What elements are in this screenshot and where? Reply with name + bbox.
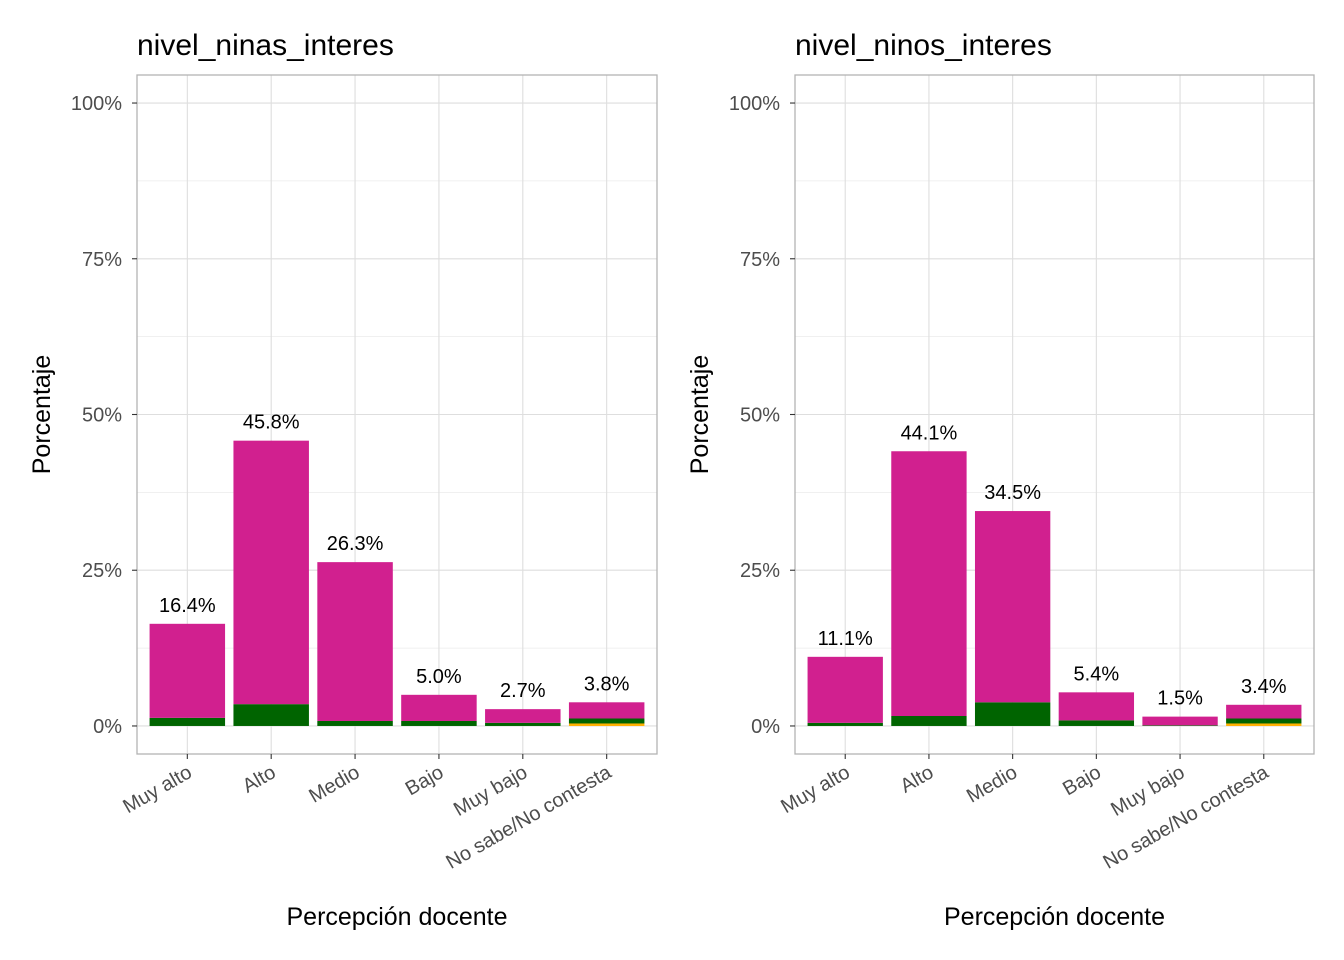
y-tick-label: 100% xyxy=(71,93,122,115)
y-tick-label: 50% xyxy=(82,405,122,427)
bar-segment xyxy=(891,451,967,717)
bar-segment xyxy=(1058,720,1135,726)
y-tick-label: 75% xyxy=(740,249,780,271)
data-label: 26.3% xyxy=(327,533,384,555)
data-label: 3.8% xyxy=(584,673,630,695)
x-tick-label: Bajo xyxy=(1059,761,1105,800)
data-label: 1.5% xyxy=(1157,688,1203,710)
bar-segment xyxy=(807,722,883,726)
x-tick-label: Medio xyxy=(963,761,1021,807)
bar-segment xyxy=(974,702,1051,726)
chart-title: nivel_ninas_interes xyxy=(137,29,394,62)
y-axis-title: Porcentaje xyxy=(28,355,56,475)
y-axis-title: Porcentaje xyxy=(686,355,714,475)
data-label: 3.4% xyxy=(1241,676,1287,698)
chart-panel-2: 11.1% 44.1% 34.5% 5.4% 1.5% 3.4% 0% 25% 50% 75% 10… xyxy=(686,29,1315,931)
x-tick-label: Bajo xyxy=(402,761,448,800)
y-tick-label: 50% xyxy=(740,405,780,427)
x-tick-label: Alto xyxy=(239,761,280,797)
chart-panel-1: 16.4% 45.8% 26.3% 5.0% 2.7% 3.8% 0% 25% 50% 75% 10… xyxy=(28,29,658,931)
bar-segment xyxy=(401,720,477,726)
data-label: 11.1% xyxy=(818,628,873,650)
bar-segment xyxy=(401,694,477,721)
bar-segment xyxy=(568,702,645,719)
bar-segment xyxy=(891,716,967,726)
data-label: 34.5% xyxy=(984,482,1041,504)
bar-segment xyxy=(485,709,561,723)
bar-segment xyxy=(568,723,645,726)
bar-segment xyxy=(568,718,645,724)
x-tick-label: Medio xyxy=(305,761,363,807)
bar-segment xyxy=(485,722,561,726)
data-label: 5.0% xyxy=(416,666,462,688)
bar-segment xyxy=(317,562,393,721)
bar-segment xyxy=(1226,723,1302,726)
bar-segment xyxy=(149,717,226,726)
data-label: 45.8% xyxy=(243,412,300,434)
y-tick-label: 25% xyxy=(82,560,122,582)
bar-segment xyxy=(233,704,309,726)
y-tick-label: 75% xyxy=(82,249,122,271)
bar-segment xyxy=(149,623,226,718)
bar-segment xyxy=(233,440,309,705)
y-tick-label: 0% xyxy=(93,716,122,738)
y-tick-label: 0% xyxy=(751,716,780,738)
bar-segment xyxy=(807,656,883,723)
x-axis-title: Percepción docente xyxy=(944,903,1165,931)
y-tick-label: 100% xyxy=(729,93,780,115)
y-tick-label: 25% xyxy=(740,560,780,582)
bar-segment xyxy=(1142,716,1218,726)
data-label: 5.4% xyxy=(1074,663,1120,685)
x-tick-label: Alto xyxy=(897,761,938,797)
data-label: 44.1% xyxy=(901,422,958,444)
chart-title: nivel_ninos_interes xyxy=(795,29,1052,62)
bar-segment xyxy=(1226,704,1302,719)
data-label: 2.7% xyxy=(500,680,546,702)
data-label: 16.4% xyxy=(159,595,216,617)
bar-segment xyxy=(1142,725,1218,726)
x-tick-label: Muy alto xyxy=(777,761,853,818)
bar-segment xyxy=(317,720,393,726)
bar-segment xyxy=(1058,692,1135,721)
bar-segment xyxy=(974,511,1051,703)
x-tick-label: Muy alto xyxy=(119,761,195,818)
bar-segment xyxy=(1226,718,1302,724)
x-axis-title: Percepción docente xyxy=(287,903,508,931)
